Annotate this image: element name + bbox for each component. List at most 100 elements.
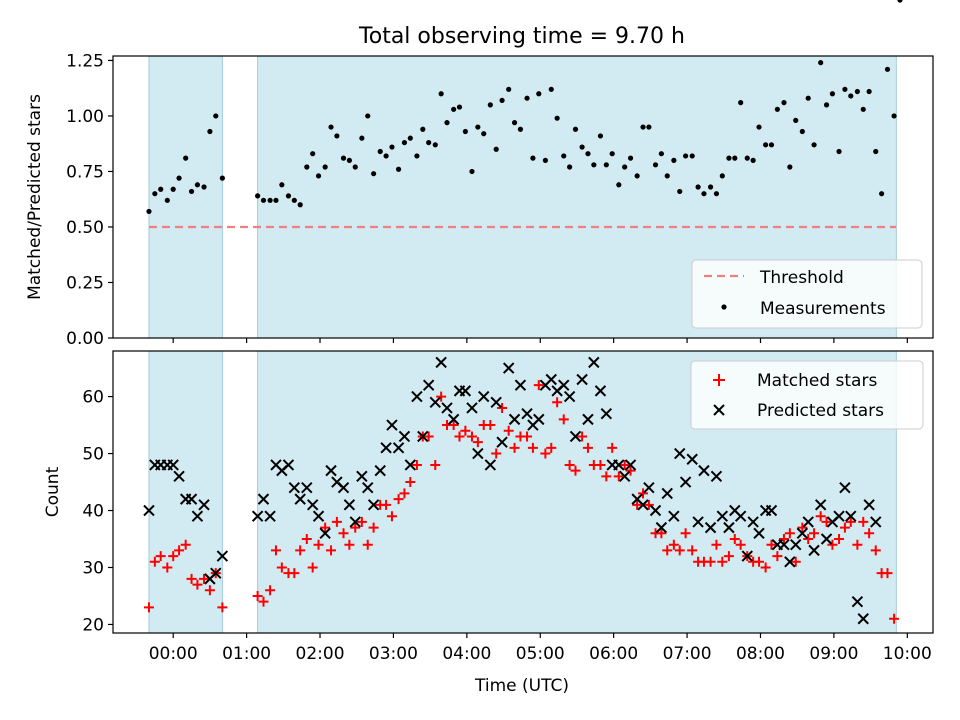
predicted-star-marker — [870, 516, 882, 528]
measurement-point — [340, 155, 347, 161]
measurement-point — [634, 173, 640, 179]
measurement-point — [823, 102, 830, 108]
y-tick-label: 0.25 — [66, 273, 104, 293]
predicted-star-marker — [210, 567, 222, 579]
matched-star-marker — [632, 499, 643, 510]
matched-star-marker — [552, 397, 563, 408]
measurement-point — [213, 113, 219, 119]
predicted-star-marker — [692, 516, 704, 528]
matched-stars-points — [144, 380, 900, 624]
matched-star-marker — [772, 551, 783, 562]
measurement-point — [763, 142, 769, 148]
measurement-point — [891, 113, 897, 119]
x-axis-label: Time (UTC) — [474, 676, 569, 696]
measurement-point — [732, 155, 738, 161]
bottom-legend: Matched stars Predicted stars — [690, 360, 924, 430]
matched-star-marker — [276, 562, 287, 573]
y-tick-label: 1.25 — [66, 51, 104, 71]
predicted-star-marker — [704, 521, 717, 534]
predicted-star-marker — [649, 504, 662, 517]
measurement-point — [304, 164, 310, 170]
predicted-star-marker — [808, 544, 820, 557]
predicted-star-marker — [422, 379, 435, 391]
bottom-y-axis-ticks: 20 30 40 50 60 — [82, 388, 113, 635]
measurement-point — [884, 66, 891, 72]
predicted-star-marker — [392, 442, 405, 454]
predicted-star-marker — [435, 356, 447, 369]
legend-predicted-swatch — [713, 404, 725, 416]
matched-star-marker — [448, 420, 459, 431]
measurement-point — [879, 191, 885, 197]
predicted-star-marker — [845, 510, 857, 522]
predicted-star-marker — [264, 510, 276, 522]
matched-star-marker — [595, 459, 606, 470]
predicted-star-marker — [613, 459, 625, 471]
matched-star-marker — [613, 471, 624, 482]
predicted-star-marker — [288, 482, 301, 494]
predicted-star-marker — [411, 390, 423, 403]
predicted-star-marker — [582, 413, 594, 426]
measurement-point — [622, 164, 628, 170]
x-tick-label: 06:00 — [589, 644, 638, 664]
predicted-star-marker — [796, 527, 809, 540]
matched-star-marker — [423, 431, 434, 442]
predicted-star-marker — [508, 413, 521, 426]
measurement-point — [260, 197, 267, 203]
measurement-point — [462, 128, 468, 135]
measurement-point — [420, 126, 426, 132]
measurement-point — [548, 86, 554, 92]
matched-star-marker — [472, 437, 483, 448]
measurement-point — [805, 95, 811, 101]
predicted-star-marker — [521, 407, 533, 420]
measurement-point — [750, 157, 756, 163]
predicted-star-marker — [600, 407, 613, 420]
bottom-plot-frame — [112, 350, 934, 634]
matched-star-marker — [527, 442, 538, 453]
predicted-star-marker — [558, 379, 570, 391]
matched-star-marker — [522, 431, 533, 442]
predicted-star-marker — [251, 510, 264, 522]
measurement-point — [719, 173, 725, 179]
observing-window-0 — [148, 55, 223, 339]
matched-star-marker — [386, 511, 397, 522]
predicted-star-marker — [143, 504, 155, 517]
matched-star-marker — [870, 545, 881, 556]
x-tick-label: 09:00 — [809, 644, 858, 664]
measurement-point — [591, 162, 597, 168]
predicted-star-marker — [447, 413, 460, 426]
measurement-point — [517, 126, 524, 132]
matched-star-marker — [656, 528, 667, 539]
predicted-star-marker — [710, 470, 723, 483]
measurement-point — [554, 115, 560, 121]
predicted-star-marker — [173, 470, 185, 483]
measurement-point — [744, 155, 750, 161]
matched-star-marker — [662, 545, 673, 556]
matched-star-marker — [760, 562, 771, 573]
matched-star-marker — [546, 442, 557, 453]
measurement-point — [677, 188, 683, 195]
x-tick-label: 01:00 — [222, 644, 271, 664]
predicted-star-marker — [747, 516, 759, 528]
predicted-star-marker — [674, 447, 686, 460]
measurement-point — [603, 162, 609, 168]
predicted-star-marker — [198, 499, 210, 511]
predicted-star-marker — [466, 402, 478, 414]
predicted-star-marker — [802, 516, 814, 528]
measurement-point — [738, 100, 744, 106]
measurement-point — [781, 100, 787, 106]
predicted-star-marker — [319, 527, 331, 540]
measurement-point — [207, 128, 213, 135]
measurement-point — [176, 175, 182, 181]
matched-star-marker — [540, 448, 551, 459]
measurement-point — [346, 157, 352, 163]
predicted-star-marker — [741, 550, 753, 562]
matched-star-marker — [790, 556, 801, 567]
measurement-point — [530, 155, 536, 161]
measurement-point — [627, 155, 634, 161]
measurement-point — [818, 60, 824, 66]
matched-star-marker — [864, 528, 875, 539]
predicted-star-marker — [851, 595, 864, 608]
matched-star-marker — [729, 534, 740, 544]
measurement-point — [493, 146, 499, 152]
measurement-point — [848, 93, 854, 99]
